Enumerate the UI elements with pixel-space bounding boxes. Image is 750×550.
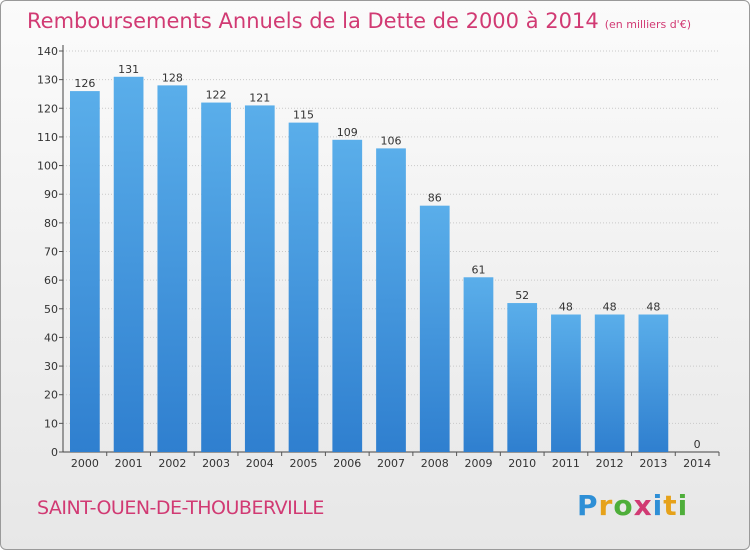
bar-value-label: 131 [118,63,139,76]
bar-value-label: 48 [603,301,617,314]
bar [638,314,669,452]
x-tick-label: 2004 [246,457,274,470]
y-tick-label: 90 [44,188,58,201]
bar-value-label: 48 [646,301,660,314]
y-tick-label: 20 [44,389,58,402]
y-axis-ticks: 0 10 20 30 40 50 60 70 80 90 100 110 120 130 140 [37,45,63,459]
bar-chart: 0 10 20 30 40 50 60 70 80 90 100 110 120 130 140 126 13… [37,45,720,470]
y-tick-label: 40 [44,331,58,344]
y-tick-label: 100 [37,160,58,173]
bar-value-label: 128 [162,71,183,84]
y-tick-label: 130 [37,74,58,87]
y-tick-label: 30 [44,360,58,373]
x-tick-label: 2005 [290,457,318,470]
proxiti-logo: Proxiti [577,489,689,522]
x-tick-label: 2007 [377,457,405,470]
bar [332,139,363,453]
x-tick-label: 2003 [202,457,230,470]
x-tick-label: 2002 [158,457,186,470]
bar-value-label: 121 [249,91,270,104]
bar [69,91,100,452]
bar-value-label: 122 [206,89,227,102]
x-tick-label: 2006 [333,457,361,470]
bar-value-label: 126 [74,77,95,90]
bars [69,76,669,453]
y-tick-label: 0 [51,446,58,459]
bar-value-label: 52 [515,289,529,302]
bar-value-label: 86 [428,192,442,205]
data-labels: 126 131 128 122 121 115 109 106 86 61 52 48 48 48 0 [74,63,700,451]
bar [288,122,319,452]
x-tick-label: 2013 [639,457,667,470]
y-tick-label: 110 [37,131,58,144]
bar [113,76,144,453]
commune-name: SAINT-OUEN-DE-THOUBERVILLE [37,497,324,519]
y-tick-label: 70 [44,246,58,259]
chart-title-text: Remboursements Annuels de la Dette de 20… [27,9,599,33]
x-tick-label: 2008 [421,457,449,470]
chart-title: Remboursements Annuels de la Dette de 20… [27,9,691,33]
bar [594,314,625,452]
y-tick-label: 60 [44,274,58,287]
bar-value-label: 106 [381,134,402,147]
y-tick-label: 10 [44,417,58,430]
x-tick-label: 2012 [596,457,624,470]
bar [419,205,450,452]
chart-unit: (en milliers d'€) [604,18,691,31]
bar-value-label: 115 [293,109,314,122]
x-tick-label: 2011 [552,457,580,470]
x-tick-label: 2010 [508,457,536,470]
x-axis-ticks: 2000 2001 2002 2003 2004 2005 2006 2007 2008 2009… [71,452,720,470]
y-tick-label: 140 [37,45,58,58]
bar-value-label: 48 [559,301,573,314]
y-tick-label: 80 [44,217,58,230]
x-tick-label: 2000 [71,457,99,470]
bar [463,277,494,452]
bar [551,314,581,452]
x-tick-label: 2014 [683,457,711,470]
x-tick-label: 2001 [115,457,143,470]
bar [157,85,188,452]
y-tick-label: 120 [37,102,58,115]
bar [507,303,538,452]
bar-value-label: 109 [337,126,358,139]
x-tick-label: 2009 [464,457,492,470]
bar [201,102,231,453]
bar [244,105,275,453]
y-tick-label: 50 [44,303,58,316]
bar-value-label: 0 [694,438,701,451]
bar [376,148,406,452]
bar-value-label: 61 [471,263,485,276]
